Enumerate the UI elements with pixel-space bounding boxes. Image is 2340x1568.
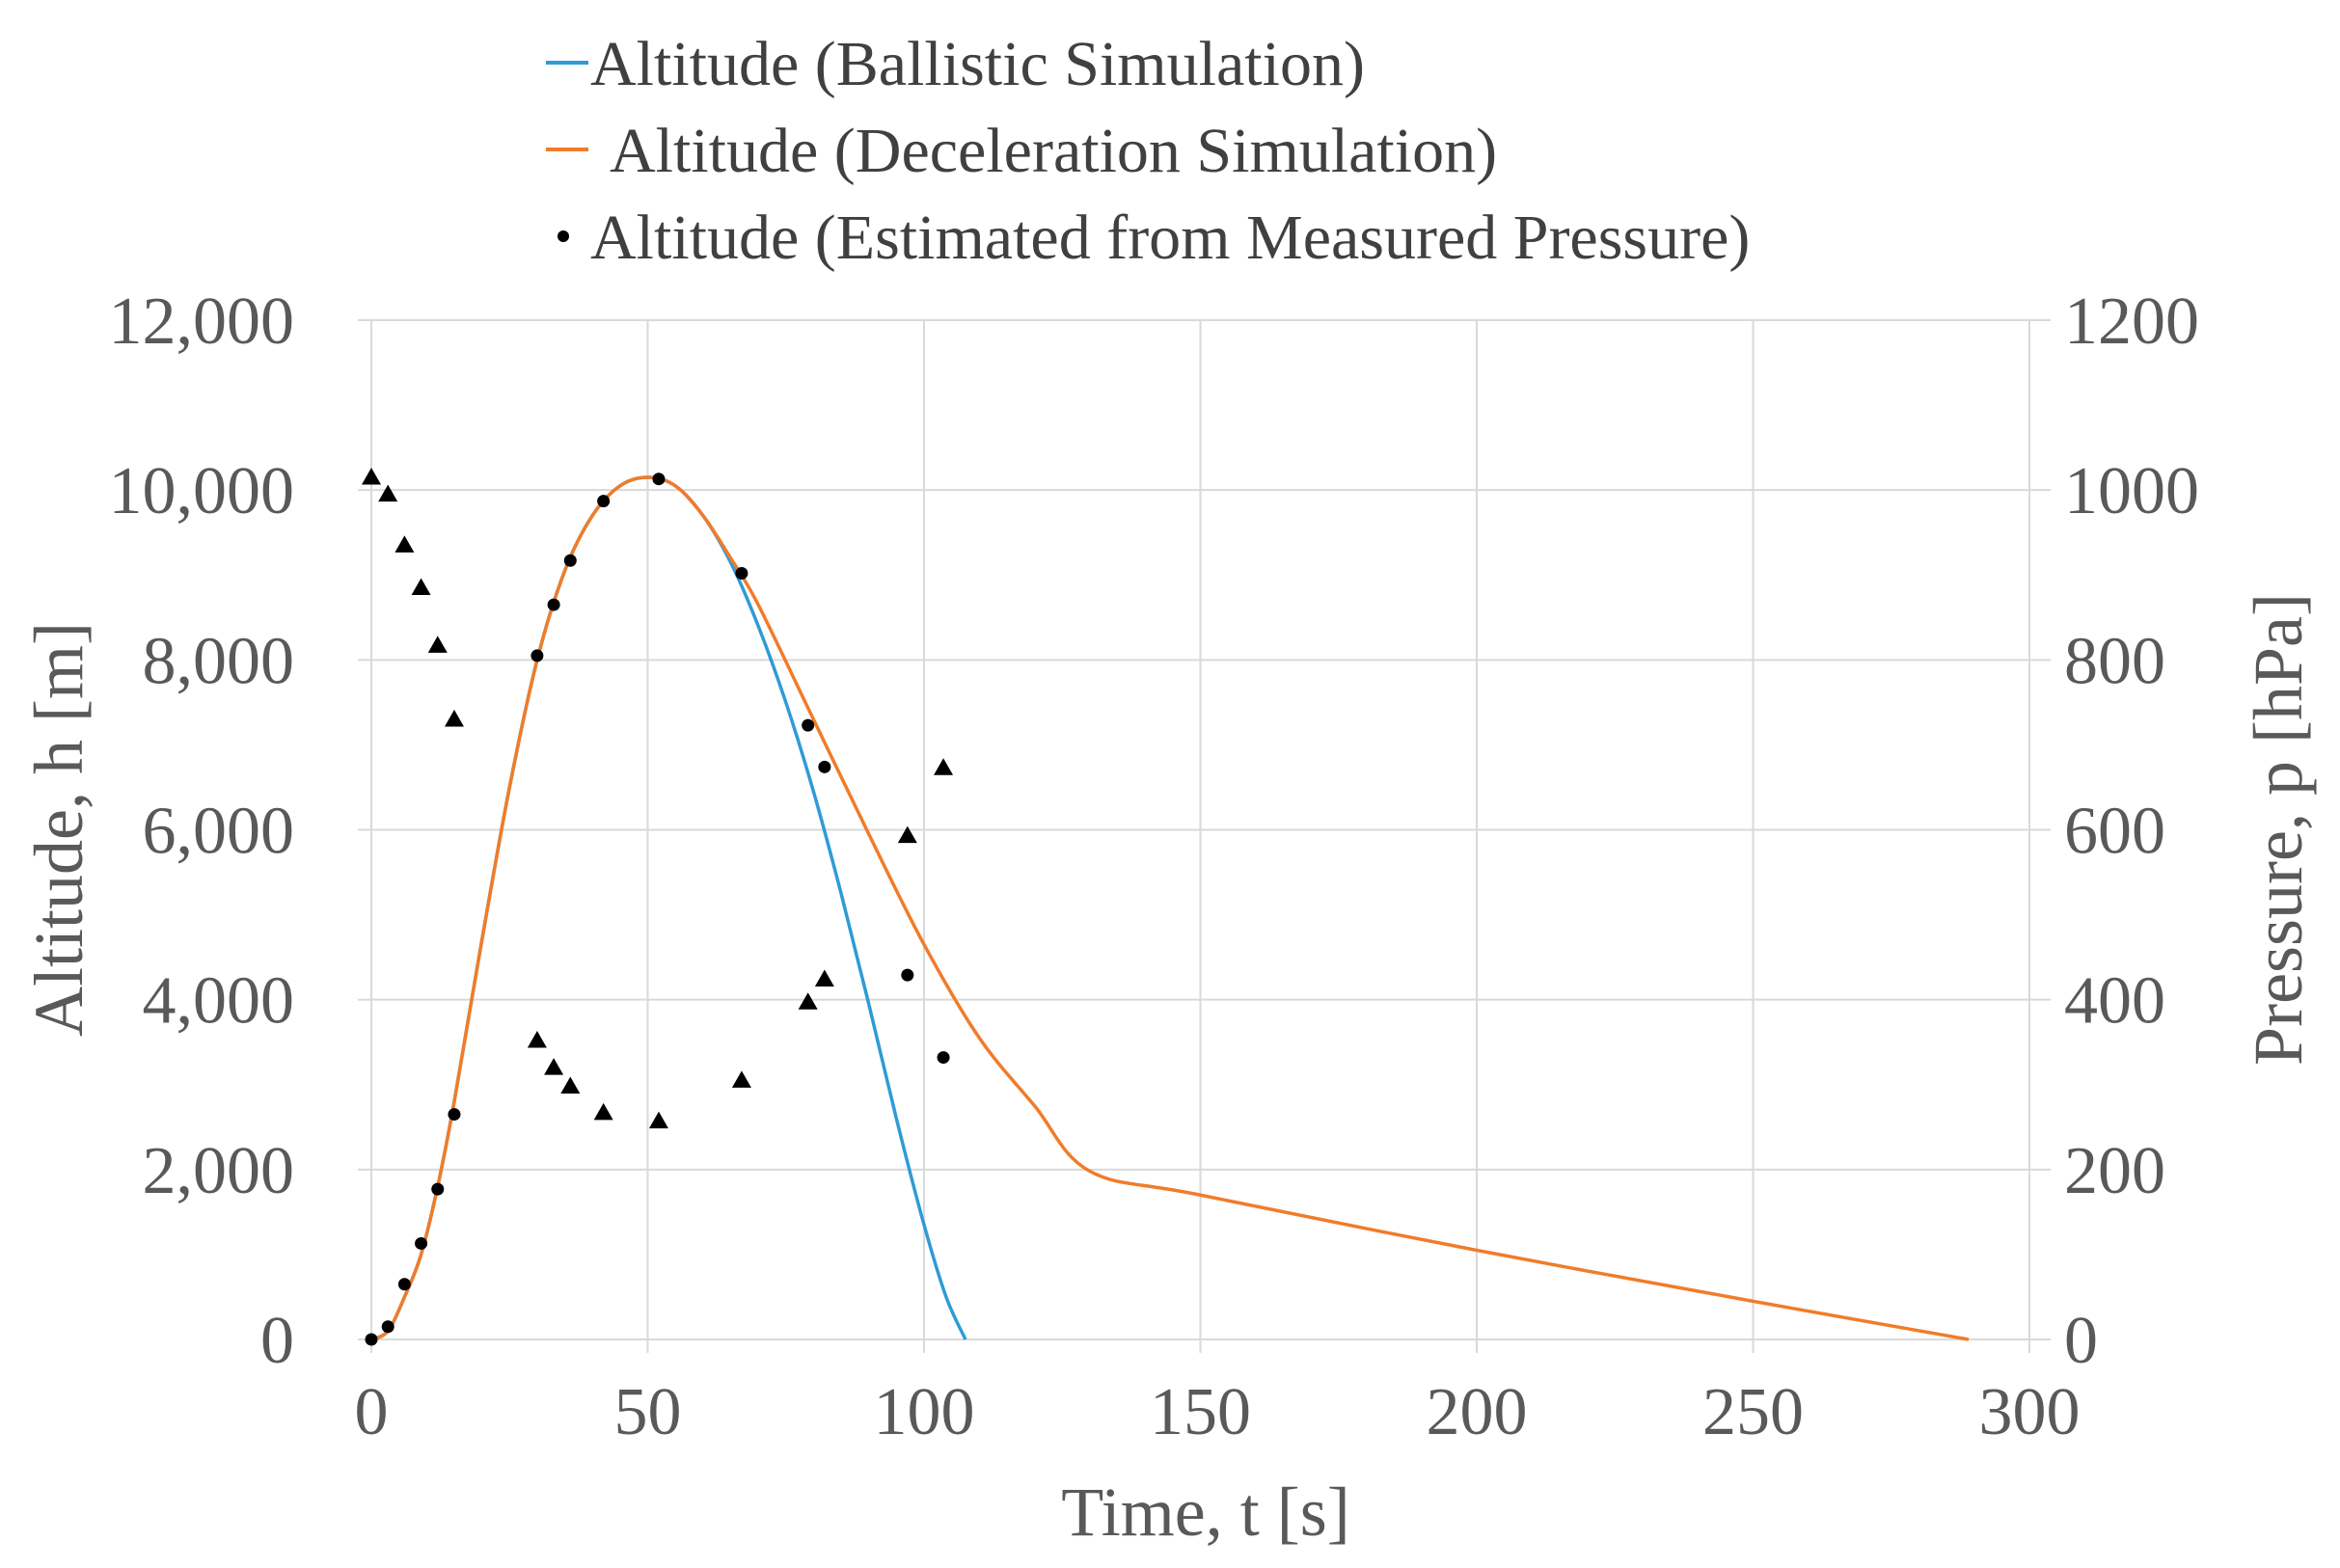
x-axis-title: Time, t [s] xyxy=(1061,1473,1349,1551)
pressure-triangle-marker xyxy=(444,709,464,727)
estimated-altitude-marker xyxy=(597,495,611,508)
pressure-triangle-marker xyxy=(395,535,415,553)
legend-swatch-estimated xyxy=(558,230,569,242)
pressure-triangle-marker xyxy=(527,1030,547,1048)
pressure-triangle-marker xyxy=(378,484,398,502)
estimated-altitude-marker xyxy=(448,1108,461,1122)
estimated-altitude-marker xyxy=(531,649,544,662)
pressure-triangle-marker xyxy=(544,1058,564,1075)
estimated-altitude-marker xyxy=(415,1236,428,1250)
estimated-altitude-marker xyxy=(547,598,560,611)
x-tick-label: 0 xyxy=(355,1375,389,1449)
y-right-tick-label: 600 xyxy=(2064,795,2165,869)
estimated-altitude-marker xyxy=(563,554,577,567)
x-tick-label: 250 xyxy=(1702,1375,1804,1449)
pressure-triangle-marker xyxy=(427,635,448,653)
data-markers xyxy=(362,467,954,1346)
pressure-triangle-marker xyxy=(814,969,834,987)
estimated-altitude-marker xyxy=(431,1182,445,1196)
pressure-triangle-marker xyxy=(560,1076,581,1095)
estimated-altitude-marker xyxy=(937,1051,950,1065)
x-tick-label: 300 xyxy=(1979,1375,2081,1449)
pressure-triangle-marker xyxy=(648,1111,668,1129)
y-axis-right-title: Pressure, p [hPa] xyxy=(2240,593,2317,1066)
pressure-triangle-marker xyxy=(897,825,917,844)
y-right-tick-label: 0 xyxy=(2064,1304,2098,1378)
series-lines xyxy=(370,475,1970,1341)
pressure-triangle-marker xyxy=(362,467,381,485)
estimated-altitude-marker xyxy=(818,760,831,773)
y-right-tick-label: 1000 xyxy=(2064,454,2199,528)
series-line-deceleration xyxy=(370,475,1970,1341)
pressure-triangle-marker xyxy=(411,578,431,595)
plot-frame xyxy=(370,320,2030,1340)
y-left-tick-label: 10,000 xyxy=(109,454,295,528)
estimated-altitude-marker xyxy=(381,1320,395,1334)
y-left-tick-label: 12,000 xyxy=(109,284,295,359)
y-right-tick-label: 800 xyxy=(2064,624,2165,698)
y-left-tick-label: 2,000 xyxy=(143,1134,295,1208)
x-tick-label: 200 xyxy=(1427,1375,1528,1449)
estimated-altitude-marker xyxy=(735,566,748,580)
y-left-tick-label: 6,000 xyxy=(143,795,295,869)
x-tick-label: 100 xyxy=(874,1375,975,1449)
legend: Altitude (Ballistic Simulation) Altitude… xyxy=(546,29,1750,273)
pressure-triangle-marker xyxy=(798,992,818,1010)
x-tick-label: 150 xyxy=(1150,1375,1251,1449)
y-axis-left-title: Altitude, h [m] xyxy=(20,622,97,1037)
x-tick-label: 50 xyxy=(614,1375,682,1449)
estimated-altitude-marker xyxy=(802,718,815,732)
gridlines xyxy=(358,319,2051,1353)
series-line-ballistic xyxy=(370,475,967,1341)
pressure-triangle-marker xyxy=(593,1102,613,1121)
legend-label-ballistic: Altitude (Ballistic Simulation) xyxy=(590,29,1365,99)
pressure-triangle-marker xyxy=(731,1070,751,1088)
y-left-tick-label: 8,000 xyxy=(143,624,295,698)
y-right-tick-label: 200 xyxy=(2064,1134,2165,1208)
pressure-triangle-marker xyxy=(934,758,954,775)
legend-label-estimated: Altitude (Estimated from Measured Pressu… xyxy=(590,203,1750,273)
estimated-altitude-marker xyxy=(397,1278,411,1291)
estimated-altitude-marker xyxy=(652,473,666,486)
y-left-tick-label: 4,000 xyxy=(143,964,295,1039)
y-right-tick-label: 1200 xyxy=(2064,284,2199,359)
y-right-tick-label: 400 xyxy=(2064,964,2165,1039)
y-left-tick-label: 0 xyxy=(260,1304,294,1378)
legend-label-deceleration: Altitude (Deceleration Simulation) xyxy=(610,116,1497,186)
estimated-altitude-marker xyxy=(365,1333,378,1346)
estimated-altitude-marker xyxy=(901,968,914,982)
